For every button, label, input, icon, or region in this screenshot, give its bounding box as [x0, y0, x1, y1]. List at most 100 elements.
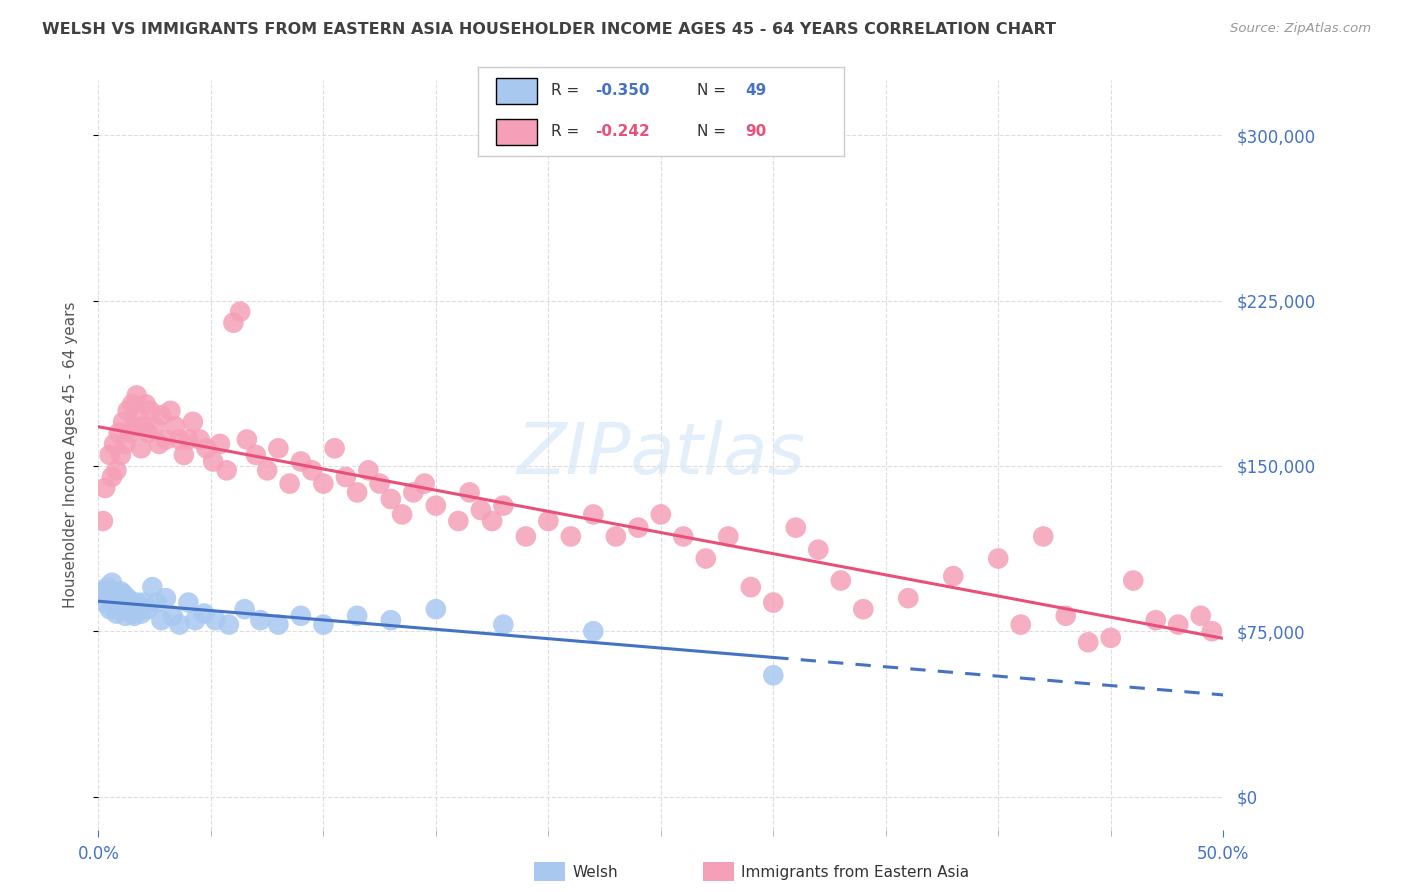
Point [1144, 613, 1167, 627]
Point [582, 624, 605, 639]
Point [582, 508, 605, 522]
Point [110, 448, 132, 462]
Text: WELSH VS IMMIGRANTS FROM EASTERN ASIA HOUSEHOLDER INCOME AGES 45 - 64 YEARS CORR: WELSH VS IMMIGRANTS FROM EASTERN ASIA HO… [42, 22, 1056, 37]
Point [114, 596, 136, 610]
Point [129, 442, 152, 456]
Point [208, 437, 231, 451]
Point [740, 580, 762, 594]
Text: Immigrants from Eastern Asia: Immigrants from Eastern Asia [741, 865, 969, 880]
Text: ZIPatlas: ZIPatlas [516, 420, 806, 490]
Point [222, 316, 245, 330]
Point [470, 503, 492, 517]
Point [391, 508, 413, 522]
Point [112, 598, 135, 612]
Point [492, 499, 515, 513]
Point [91, 514, 114, 528]
Point [695, 551, 717, 566]
Point [103, 437, 125, 451]
Point [560, 529, 582, 543]
Point [368, 476, 391, 491]
Point [290, 608, 312, 623]
FancyBboxPatch shape [496, 78, 537, 104]
Point [101, 470, 124, 484]
Point [492, 617, 515, 632]
FancyBboxPatch shape [496, 119, 537, 145]
Point [218, 617, 240, 632]
Point [150, 613, 173, 627]
Point [1054, 608, 1077, 623]
Text: R =: R = [551, 84, 585, 98]
Point [98, 602, 121, 616]
Point [112, 587, 135, 601]
Text: Welsh: Welsh [572, 865, 617, 880]
Point [124, 419, 146, 434]
Point [155, 591, 177, 606]
Point [717, 529, 740, 543]
Point [139, 404, 162, 418]
Point [128, 410, 150, 425]
Point [98, 448, 121, 462]
Point [114, 608, 136, 623]
Point [672, 529, 695, 543]
Point [163, 419, 186, 434]
Point [132, 419, 155, 434]
Point [110, 584, 132, 599]
Point [177, 433, 200, 447]
Point [98, 591, 121, 606]
Point [233, 602, 256, 616]
Text: -0.350: -0.350 [595, 84, 650, 98]
Point [155, 433, 177, 447]
Point [346, 608, 368, 623]
Point [830, 574, 852, 588]
Point [425, 602, 447, 616]
Point [124, 608, 146, 623]
Point [96, 580, 118, 594]
Point [447, 514, 470, 528]
Point [101, 575, 124, 590]
Point [105, 591, 128, 606]
Point [129, 607, 152, 621]
Point [117, 404, 139, 418]
Point [380, 613, 402, 627]
Point [762, 668, 785, 682]
Point [193, 607, 215, 621]
Point [942, 569, 965, 583]
Text: -0.242: -0.242 [595, 124, 650, 138]
Point [94, 596, 117, 610]
Point [136, 602, 159, 616]
Point [141, 580, 163, 594]
Point [169, 433, 191, 447]
Point [173, 448, 195, 462]
Point [128, 602, 150, 616]
Point [807, 542, 830, 557]
Point [118, 596, 141, 610]
Point [135, 397, 157, 411]
Point [114, 437, 136, 451]
Text: R =: R = [551, 124, 585, 138]
Point [481, 514, 503, 528]
Point [312, 617, 335, 632]
Point [762, 596, 785, 610]
Point [1189, 608, 1212, 623]
Point [323, 442, 346, 456]
Point [107, 596, 129, 610]
Point [105, 607, 128, 621]
Point [204, 613, 226, 627]
Text: 49: 49 [745, 84, 766, 98]
Point [148, 437, 170, 451]
Point [184, 613, 207, 627]
Point [380, 491, 402, 506]
Point [91, 584, 114, 599]
Point [346, 485, 368, 500]
Point [267, 617, 290, 632]
Point [177, 596, 200, 610]
Point [312, 476, 335, 491]
Point [650, 508, 672, 522]
Point [627, 521, 650, 535]
Point [202, 454, 225, 468]
Point [118, 425, 141, 440]
Point [181, 415, 204, 429]
Point [132, 596, 155, 610]
Y-axis label: Householder Income Ages 45 - 64 years: Householder Income Ages 45 - 64 years [63, 301, 77, 608]
Point [143, 419, 166, 434]
